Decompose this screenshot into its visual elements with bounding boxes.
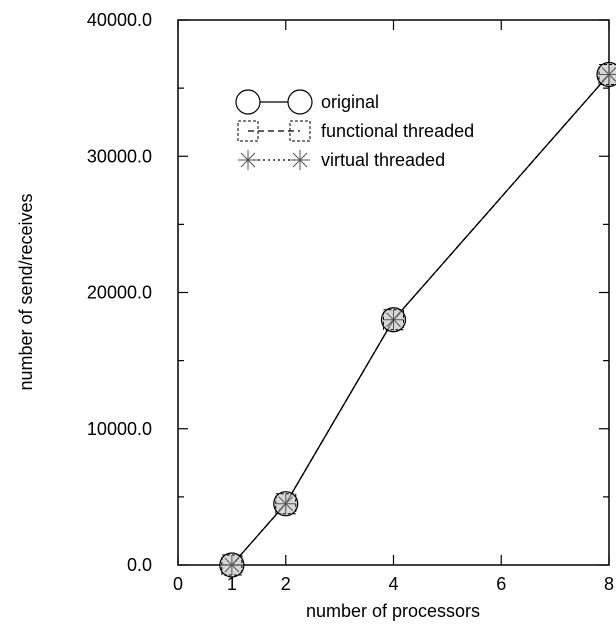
axis-ticks [177, 19, 610, 566]
data-point [275, 493, 296, 514]
y-tick-label: 20000.0 [87, 283, 152, 303]
legend-label: original [321, 92, 379, 112]
legend-item: virtual threaded [238, 150, 445, 170]
tick-labels: 0 2 4 6 8 1 0.0 10000.0 20000.0 30000.0 40000.0 [87, 10, 614, 594]
legend-label: functional threaded [321, 121, 474, 141]
series-line [231, 74, 610, 566]
asterisk-marker [290, 150, 310, 170]
x-extra-label: 1 [227, 574, 237, 594]
x-tick-label: 0 [173, 574, 183, 594]
asterisk-marker [238, 150, 258, 170]
square-marker [237, 120, 259, 142]
square-marker [289, 120, 311, 142]
x-axis-title: number of processors [306, 601, 480, 621]
data-point [383, 309, 404, 330]
legend: original functional threaded virtual threa… [235, 89, 474, 170]
legend-item: functional threaded [237, 120, 474, 142]
series-virtual-threaded [231, 74, 610, 566]
x-tick-label: 8 [604, 574, 614, 594]
y-tick-label: 10000.0 [87, 419, 152, 439]
y-axis-title: number of send/receives [16, 193, 36, 390]
series-points-virtual-threaded [221, 64, 616, 575]
legend-item: original [235, 89, 379, 115]
legend-label: virtual threaded [321, 150, 445, 170]
x-tick-label: 2 [281, 574, 291, 594]
y-tick-label: 30000.0 [87, 146, 152, 166]
series-layer [219, 61, 616, 578]
circle-marker [287, 89, 313, 115]
x-tick-label: 6 [496, 574, 506, 594]
data-point [221, 555, 242, 575]
data-point [599, 64, 616, 85]
y-tick-label: 0.0 [127, 555, 152, 575]
x-tick-label: 4 [388, 574, 398, 594]
circle-marker [235, 89, 261, 115]
y-tick-label: 40000.0 [87, 10, 152, 30]
